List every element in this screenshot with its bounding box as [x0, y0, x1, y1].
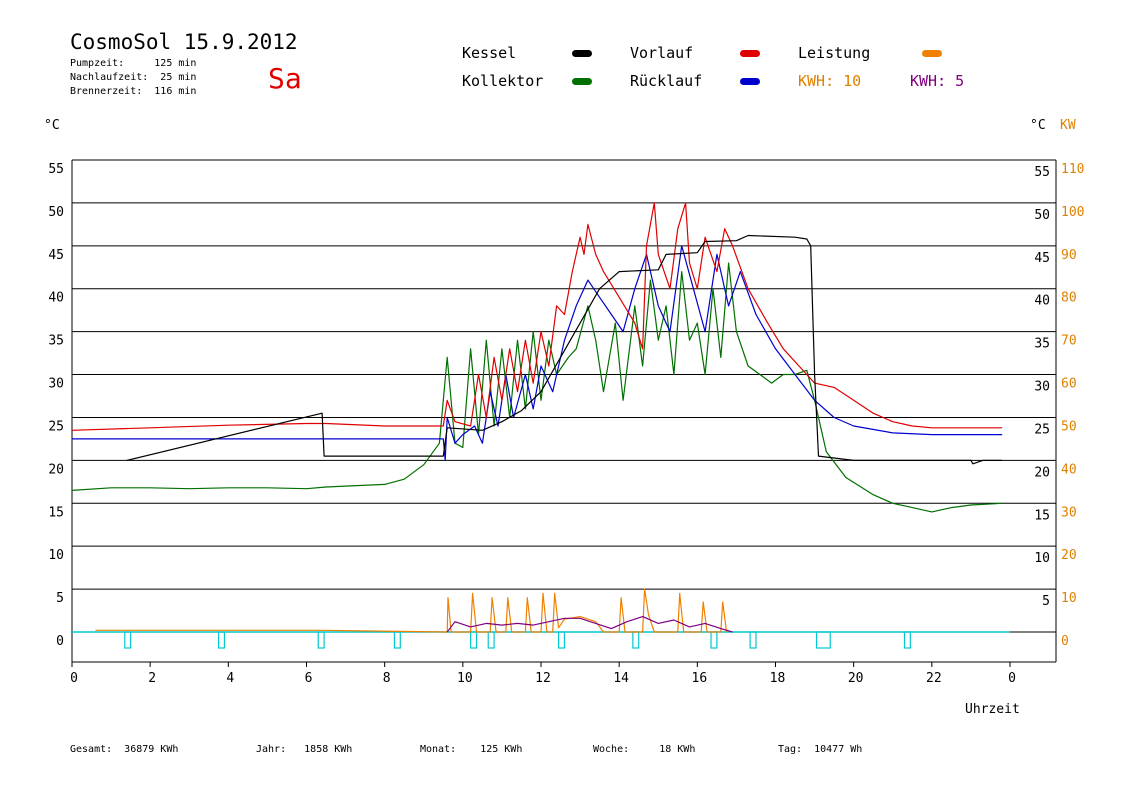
y-tick-label-kw: 90	[1061, 248, 1077, 263]
pump-interval	[487, 631, 495, 649]
y-tick-label-left: 5	[56, 591, 64, 606]
y-tick-label-kw: 10	[1061, 591, 1077, 606]
legend-ruecklauf-label: Rücklauf	[630, 72, 703, 90]
y-tick-label-right: 30	[1034, 380, 1050, 395]
legend-leistung-label: Leistung	[798, 44, 871, 62]
y-tick-label-right: 45	[1034, 251, 1050, 266]
x-tick-label: 18	[770, 671, 786, 686]
y-tick-label-kw: 110	[1061, 162, 1084, 177]
x-tick-label: 22	[926, 671, 942, 686]
right-axis-unit-kw: KW	[1060, 118, 1076, 133]
series-line-kollektor	[71, 262, 1003, 513]
series-line-ruecklauf	[72, 245, 1003, 461]
y-tick-label-right: 25	[1034, 422, 1050, 437]
y-tick-label-kw: 60	[1061, 377, 1077, 392]
y-tick-label-kw: 70	[1061, 334, 1077, 349]
left-axis-unit: °C	[44, 118, 60, 133]
x-tick-label: 12	[535, 671, 551, 686]
y-tick-label-left: 15	[48, 505, 64, 520]
x-axis-label: Uhrzeit	[965, 702, 1020, 717]
y-tick-label-kw: 50	[1061, 419, 1077, 434]
x-tick-label: 2	[148, 671, 156, 686]
y-tick-label-left: 20	[48, 462, 64, 477]
pump-interval	[632, 631, 640, 649]
y-tick-label-right: 40	[1034, 294, 1050, 309]
x-tick-label: 14	[613, 671, 629, 686]
pump-interval	[217, 631, 226, 649]
x-tick-label: 16	[692, 671, 708, 686]
y-tick-label-left: 30	[48, 377, 64, 392]
series-line-kessel	[126, 234, 1003, 465]
x-tick-label: 6	[305, 671, 313, 686]
series-line-vorlauf	[71, 202, 1003, 431]
legend-kessel-label: Kessel	[462, 44, 517, 62]
legend-ruecklauf-swatch	[740, 78, 760, 85]
series-line-leistung	[95, 588, 728, 633]
x-tick-label: 8	[383, 671, 391, 686]
pump-interval	[317, 631, 325, 649]
pump-interval	[557, 631, 566, 649]
y-tick-label-left: 55	[48, 162, 64, 177]
x-tick-label: 20	[848, 671, 864, 686]
y-tick-label-right: 50	[1034, 208, 1050, 223]
y-tick-label-kw: 0	[1061, 634, 1069, 649]
legend-kollektor-label: Kollektor	[462, 72, 544, 90]
pump-interval	[393, 631, 401, 649]
pump-interval	[815, 631, 831, 649]
x-tick-label: 4	[226, 671, 234, 686]
footer-jahr: Jahr: 1858 KWh	[256, 744, 353, 755]
plot-area: 0510152025303540455055510152025303540455…	[48, 159, 1084, 686]
nachlaufzeit-label: Nachlaufzeit: 25 min	[70, 72, 197, 83]
footer-woche: Woche: 18 KWh	[593, 744, 696, 755]
y-tick-label-kw: 30	[1061, 505, 1077, 520]
chart-title: CosmoSol 15.9.2012	[70, 30, 298, 54]
y-tick-label-left: 50	[48, 205, 64, 220]
footer-tag: Tag: 10477 Wh	[778, 744, 863, 755]
y-tick-label-kw: 80	[1061, 291, 1077, 306]
y-tick-label-left: 35	[48, 334, 64, 349]
y-tick-label-right: 20	[1034, 465, 1050, 480]
pump-interval	[749, 631, 757, 649]
y-tick-label-right: 35	[1034, 337, 1050, 352]
brennerzeit-label: Brennerzeit: 116 min	[70, 86, 197, 97]
legend-kessel-swatch	[572, 50, 592, 57]
y-tick-label-kw: 20	[1061, 548, 1077, 563]
y-tick-label-right: 55	[1034, 165, 1050, 180]
x-tick-label: 0	[70, 671, 78, 686]
legend-kollektor-swatch	[572, 78, 592, 85]
y-tick-label-right: 15	[1034, 508, 1050, 523]
y-tick-label-left: 40	[48, 291, 64, 306]
y-tick-label-right: 5	[1042, 594, 1050, 609]
legend-kwh-orange: KWH: 10	[798, 72, 862, 90]
y-tick-label-left: 10	[48, 548, 64, 563]
weekday-label: Sa	[268, 62, 302, 95]
y-tick-label-kw: 40	[1061, 462, 1077, 477]
right-axis-unit-temp: °C	[1030, 118, 1046, 133]
y-tick-label-left: 0	[56, 634, 64, 649]
x-tick-label: 10	[457, 671, 473, 686]
footer-monat: Monat: 125 KWh	[420, 744, 523, 755]
legend-vorlauf-label: Vorlauf	[630, 44, 694, 62]
y-tick-label-kw: 100	[1061, 205, 1084, 220]
legend-kwh-purple: KWH: 5	[910, 72, 965, 90]
pump-interval	[124, 631, 132, 649]
pump-interval	[710, 631, 718, 649]
pumpzeit-label: Pumpzeit: 125 min	[70, 58, 197, 69]
series-line-kwh	[446, 615, 733, 633]
legend-vorlauf-swatch	[740, 50, 760, 57]
pump-interval	[903, 631, 911, 649]
pump-interval	[470, 631, 478, 649]
footer-gesamt: Gesamt: 36879 KWh	[70, 744, 179, 755]
y-tick-label-right: 10	[1034, 551, 1050, 566]
y-tick-label-left: 45	[48, 248, 64, 263]
legend-leistung-swatch	[922, 50, 942, 57]
x-tick-label: 0	[1008, 671, 1016, 686]
y-tick-label-left: 25	[48, 419, 64, 434]
